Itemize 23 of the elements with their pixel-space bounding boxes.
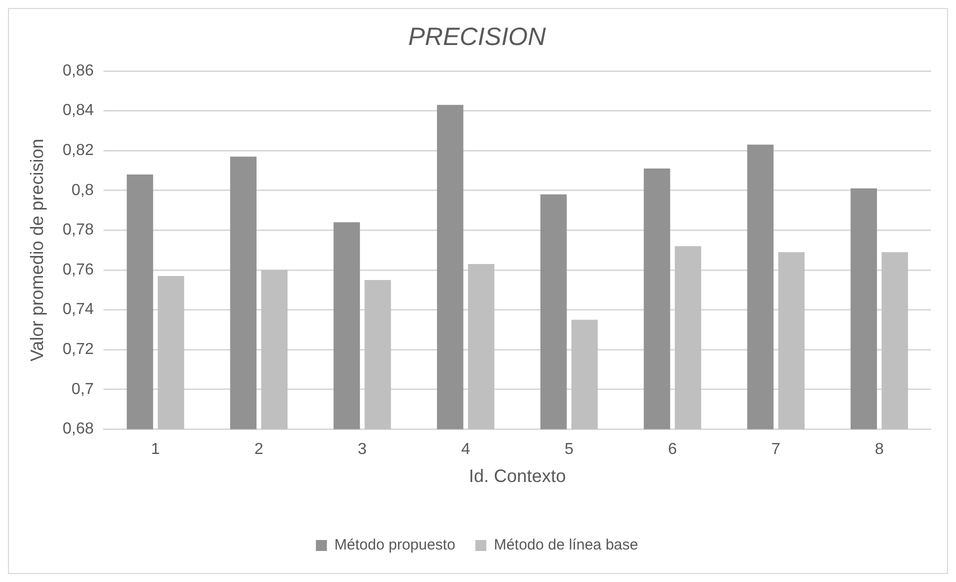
chart-title: PRECISION <box>408 22 547 51</box>
legend-label: Método de línea base <box>494 536 638 554</box>
x-tick-label: 4 <box>461 441 470 458</box>
x-tick-label: 8 <box>874 441 884 458</box>
y-tick-label: 0,86 <box>62 62 94 80</box>
x-axis-title: Id. Contexto <box>468 466 566 486</box>
y-axis-title: Valor promedio de precision <box>26 138 47 362</box>
x-tick-label: 1 <box>150 441 160 458</box>
x-tick-label: 5 <box>564 441 574 458</box>
y-tick-label: 0,7 <box>71 380 94 398</box>
y-tick-label: 0,78 <box>62 222 94 239</box>
y-tick-label: 0,84 <box>62 102 94 120</box>
x-tick-label: 7 <box>771 441 780 458</box>
y-tick-label: 0,82 <box>62 142 94 160</box>
y-tick-label: 0,8 <box>71 182 94 199</box>
x-tick-label: 3 <box>358 441 367 458</box>
y-tick-label: 0,68 <box>62 420 94 438</box>
y-tick-label: 0,72 <box>62 341 94 358</box>
legend-label: Método propuesto <box>334 536 456 554</box>
x-tick-label: 2 <box>254 441 264 458</box>
y-tick-label: 0,74 <box>62 301 94 318</box>
x-tick-label: 6 <box>668 441 678 458</box>
y-tick-label: 0,76 <box>62 261 94 278</box>
